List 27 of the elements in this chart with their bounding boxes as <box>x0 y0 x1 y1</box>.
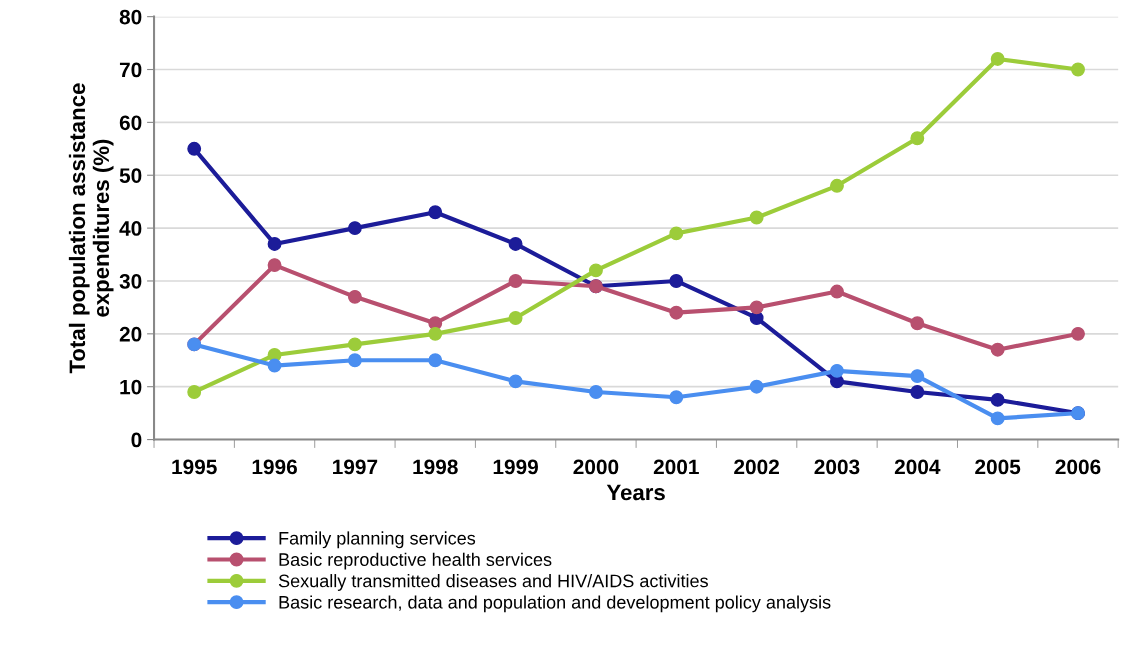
x-axis-title: Years <box>606 484 665 501</box>
legend-label: Basic research, data and population and development policy analysis <box>279 595 831 613</box>
x-tick-label: 2002 <box>734 459 779 475</box>
y-tick-label: 40 <box>119 221 142 236</box>
y-tick-label: 60 <box>119 115 142 131</box>
x-tick-label: 2003 <box>814 459 860 475</box>
legend-label: Basic reproductive health services <box>279 552 552 570</box>
x-tick-label: 1996 <box>252 459 297 475</box>
x-tick-label: 2006 <box>1055 459 1101 475</box>
y-tick-label: 70 <box>119 62 142 78</box>
x-tick-label: 2000 <box>573 459 619 475</box>
x-tick-label: 1995 <box>172 459 217 475</box>
x-tick-label: 1998 <box>413 459 458 475</box>
y-tick-label: 80 <box>119 9 142 25</box>
y-tick-label: 50 <box>119 168 142 183</box>
x-tick-label: 2001 <box>653 459 699 475</box>
x-tick-label: 2005 <box>975 459 1021 475</box>
y-axis-title: Total population assistance expenditures (%) <box>68 83 114 374</box>
x-tick-label: 1997 <box>333 459 378 475</box>
x-tick-label: 1999 <box>493 459 538 475</box>
x-tick-label: 2004 <box>894 459 941 475</box>
y-tick-label: 20 <box>119 326 142 342</box>
legend-label: Sexually transmitted diseases and HIV/AIDS activities <box>278 574 708 591</box>
y-tick-label: 10 <box>120 379 142 395</box>
legend-label: Family planning services <box>279 531 476 549</box>
y-tick-label: 30 <box>119 273 142 289</box>
y-tick-label: 0 <box>131 432 142 448</box>
